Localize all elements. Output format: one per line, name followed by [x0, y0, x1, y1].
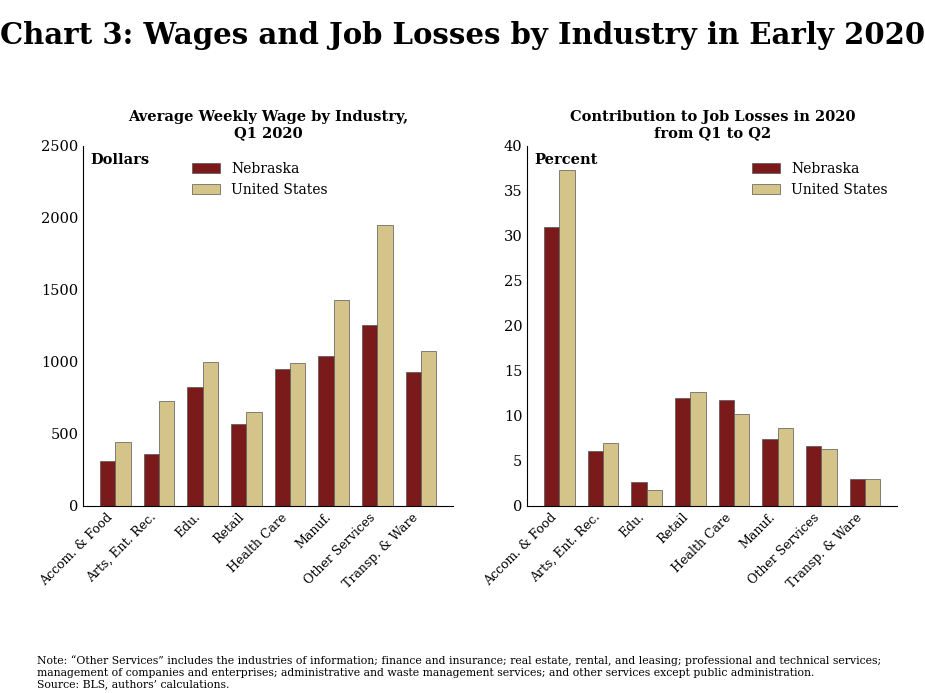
Bar [734, 414, 749, 506]
Title: Contribution to Job Losses in 2020
from Q1 to Q2: Contribution to Job Losses in 2020 from … [570, 110, 855, 140]
Bar [334, 300, 349, 506]
Bar [778, 428, 793, 506]
Title: Average Weekly Wage by Industry,
Q1 2020: Average Weekly Wage by Industry, Q1 2020 [129, 110, 408, 140]
Text: Chart 3: Wages and Job Losses by Industry in Early 2020: Chart 3: Wages and Job Losses by Industr… [0, 21, 925, 50]
Bar [203, 362, 218, 506]
Bar [275, 369, 290, 506]
Bar [188, 387, 203, 506]
Text: Note: “Other Services” includes the industries of information; finance and insur: Note: “Other Services” includes the indu… [37, 656, 882, 690]
Bar [762, 439, 778, 506]
Bar [719, 400, 734, 506]
Bar [231, 424, 246, 506]
Bar [116, 442, 130, 506]
Bar [675, 398, 690, 506]
Bar [246, 412, 262, 506]
Bar [318, 356, 334, 506]
Bar [377, 225, 393, 506]
Text: Dollars: Dollars [91, 152, 150, 167]
Bar [821, 449, 837, 506]
Bar [544, 227, 560, 506]
Bar [406, 372, 421, 506]
Bar [603, 443, 618, 506]
Bar [100, 462, 116, 506]
Bar [421, 351, 437, 506]
Bar [143, 454, 159, 506]
Bar [865, 479, 881, 506]
Bar [690, 392, 706, 506]
Bar [159, 401, 174, 506]
Bar [632, 482, 647, 506]
Bar [647, 490, 662, 506]
Legend: Nebraska, United States: Nebraska, United States [187, 157, 334, 202]
Bar [587, 451, 603, 506]
Legend: Nebraska, United States: Nebraska, United States [746, 157, 894, 202]
Text: Percent: Percent [535, 152, 598, 167]
Bar [850, 479, 865, 506]
Bar [290, 363, 305, 506]
Bar [363, 325, 377, 506]
Bar [807, 446, 821, 506]
Bar [560, 170, 574, 506]
